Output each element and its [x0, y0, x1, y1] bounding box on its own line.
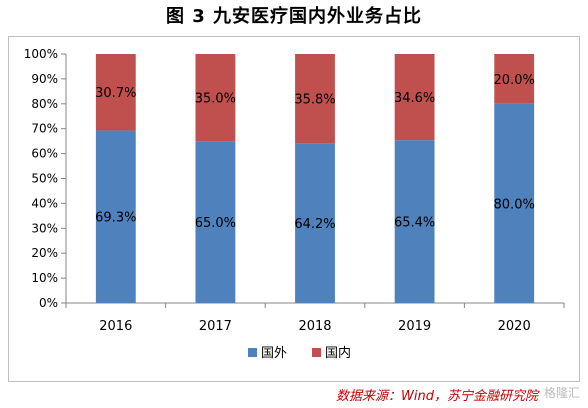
data-label-overseas: 65.0%: [195, 216, 236, 231]
legend-label-overseas: 国外: [261, 346, 287, 361]
x-tick-label: 2018: [298, 319, 331, 334]
bar-overseas: [95, 130, 136, 303]
y-tick-label: 0%: [39, 296, 58, 310]
y-tick-label: 100%: [24, 47, 58, 61]
bar-overseas: [494, 103, 535, 303]
y-tick-label: 80%: [31, 97, 58, 111]
bar-overseas: [195, 141, 236, 303]
x-tick-label: 2019: [398, 319, 431, 334]
bar-overseas: [295, 143, 335, 303]
y-tick-label: 30%: [31, 221, 58, 235]
bar-overseas: [394, 140, 435, 303]
x-tick-label: 2016: [99, 319, 132, 334]
legend-label-domestic: 国内: [325, 345, 351, 361]
data-label-overseas: 65.4%: [394, 216, 435, 231]
bar-domestic: [195, 54, 236, 142]
bar-domestic: [95, 54, 136, 131]
data-label-domestic: 20.0%: [494, 73, 535, 88]
bar-domestic: [295, 54, 335, 144]
data-label-domestic: 34.6%: [394, 91, 435, 106]
bar-domestic: [494, 54, 535, 104]
data-label-domestic: 30.7%: [95, 86, 136, 101]
x-tick-label: 2017: [199, 319, 232, 334]
data-label-overseas: 64.2%: [294, 217, 335, 232]
figure-title: 图 3 九安医疗国内外业务占比: [165, 6, 423, 27]
y-tick-label: 50%: [31, 172, 58, 186]
data-label-domestic: 35.8%: [294, 93, 335, 108]
legend-swatch-overseas: [248, 348, 257, 357]
watermark: 格隆汇: [543, 386, 580, 400]
y-tick-label: 70%: [31, 122, 58, 136]
data-label-overseas: 80.0%: [494, 197, 535, 212]
y-tick-label: 10%: [31, 271, 58, 285]
y-tick-label: 20%: [31, 246, 58, 260]
legend-swatch-domestic: [312, 348, 321, 357]
x-tick-label: 2020: [498, 319, 531, 334]
data-label-domestic: 35.0%: [195, 92, 236, 107]
y-tick-label: 90%: [31, 72, 58, 86]
data-label-overseas: 69.3%: [95, 211, 136, 226]
y-tick-label: 60%: [31, 147, 58, 161]
y-tick-label: 40%: [31, 196, 58, 210]
bar-domestic: [394, 54, 435, 141]
data-source-note: 数据来源：Wind，苏宁金融研究院: [336, 389, 538, 404]
